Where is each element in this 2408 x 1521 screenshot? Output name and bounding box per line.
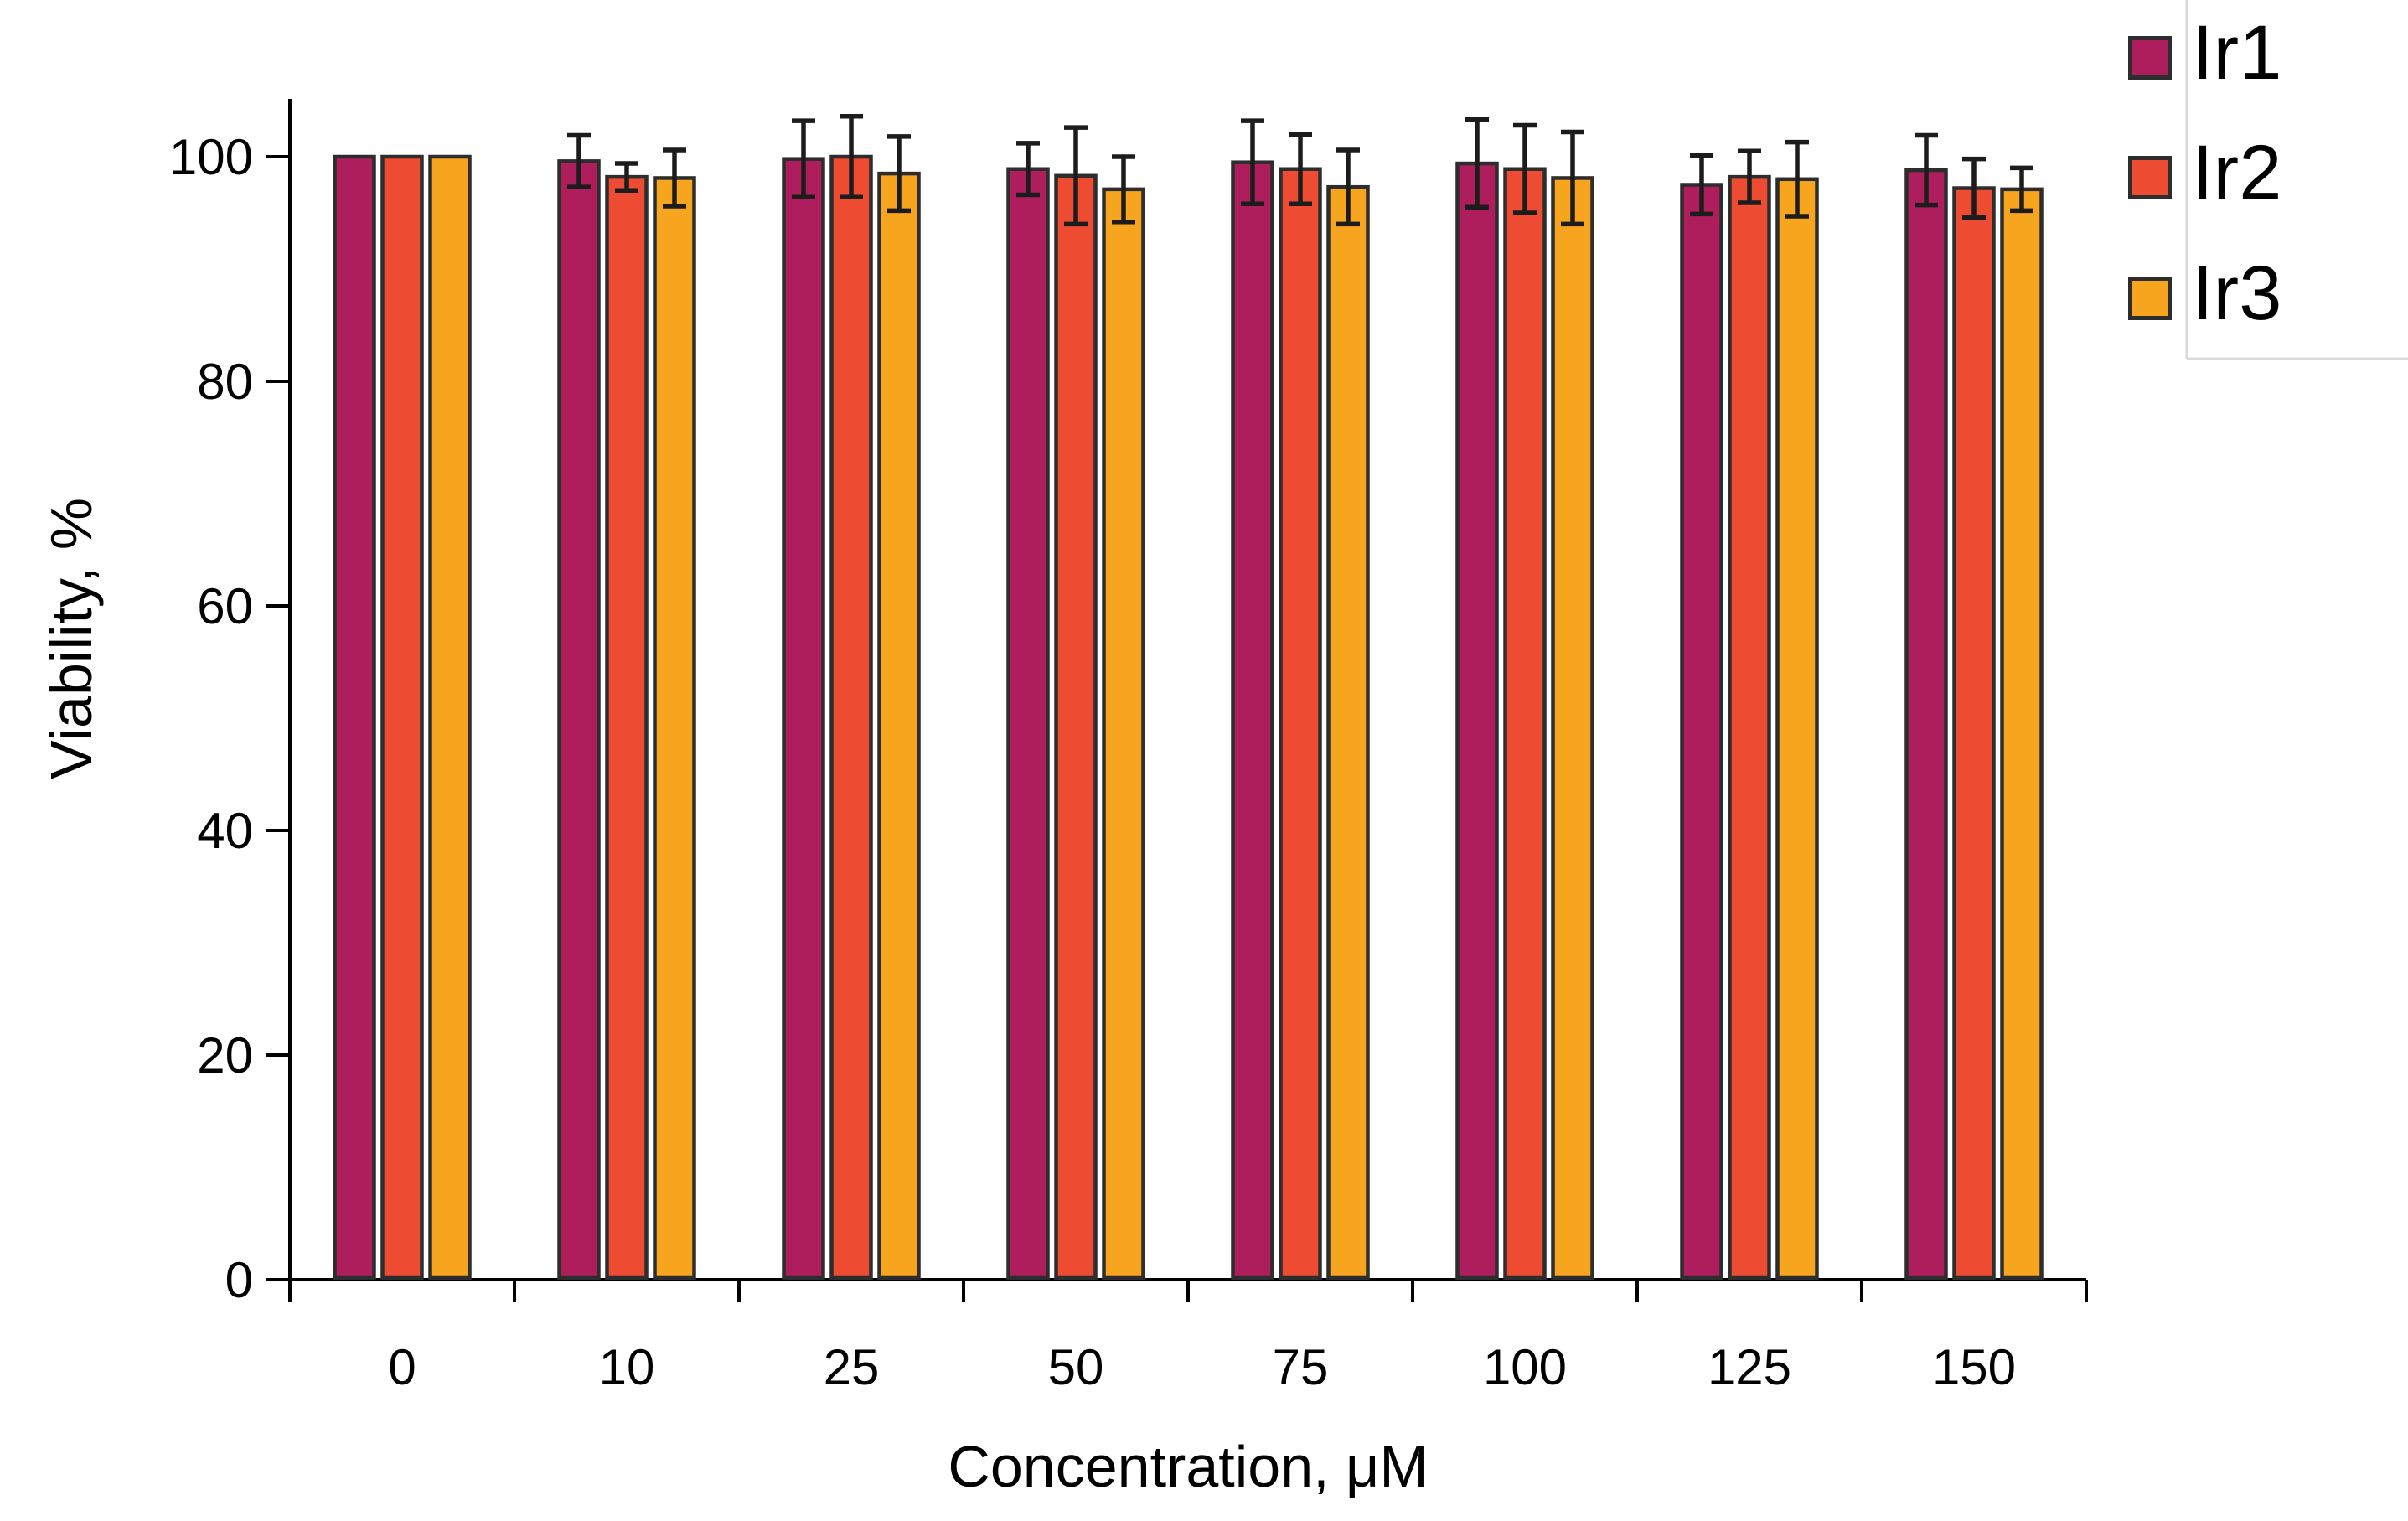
- y-axis-title: Viability, %: [39, 498, 104, 779]
- bar-Ir3: [2000, 187, 2044, 1280]
- legend-swatch-ir3: [2128, 277, 2172, 320]
- bar-Ir1: [333, 154, 376, 1280]
- legend-item-label: Ir1: [2192, 10, 2282, 96]
- bar-Ir2: [1279, 167, 1322, 1280]
- bar-Ir2: [1728, 174, 1771, 1280]
- legend-item-label: Ir2: [2192, 130, 2282, 215]
- bar-Ir1: [782, 157, 825, 1280]
- x-tick-label: 125: [1708, 1339, 1791, 1395]
- bar-Ir3: [1775, 177, 1819, 1280]
- x-tick-label: 25: [824, 1339, 880, 1395]
- bar-Ir1: [1455, 161, 1499, 1280]
- x-tick-label: 75: [1273, 1339, 1329, 1395]
- x-axis-title: Concentration, μM: [948, 1434, 1429, 1499]
- legend-item-label: Ir3: [2192, 251, 2282, 336]
- legend-item: Ir2: [2128, 134, 2281, 211]
- bar-Ir3: [428, 154, 472, 1280]
- bar-Ir2: [1503, 167, 1547, 1280]
- bar-Ir2: [1054, 173, 1098, 1280]
- legend-swatch-ir1: [2128, 36, 2172, 80]
- bar-Ir2: [829, 154, 873, 1280]
- bar-Ir1: [1680, 183, 1723, 1280]
- bar-Ir3: [1102, 187, 1145, 1280]
- bar-Ir1: [557, 159, 601, 1280]
- bar-Ir2: [1952, 186, 1996, 1280]
- bar-Ir3: [1551, 176, 1594, 1280]
- legend-item: Ir1: [2128, 14, 2281, 91]
- bar-Ir2: [605, 174, 649, 1280]
- y-tick-label: 100: [169, 129, 253, 185]
- legend-swatch-ir2: [2128, 156, 2172, 199]
- y-tick-label: 0: [225, 1252, 253, 1308]
- bar-Ir1: [1231, 160, 1274, 1280]
- y-tick-label: 20: [197, 1027, 253, 1084]
- bar-Ir1: [1904, 168, 1948, 1280]
- x-tick-label: 100: [1483, 1339, 1567, 1395]
- y-tick-label: 60: [197, 578, 253, 634]
- x-tick-label: 150: [1932, 1339, 2016, 1395]
- bar-Ir2: [380, 154, 424, 1280]
- x-tick-label: 0: [388, 1339, 416, 1395]
- bar-Ir3: [877, 171, 921, 1280]
- x-tick-label: 10: [599, 1339, 655, 1395]
- bar-Ir3: [653, 176, 696, 1280]
- x-tick-label: 50: [1048, 1339, 1104, 1395]
- y-tick-label: 40: [197, 803, 253, 859]
- bar-Ir1: [1006, 167, 1050, 1280]
- legend-item: Ir3: [2128, 255, 2281, 332]
- bar-Ir3: [1326, 184, 1370, 1280]
- y-tick-label: 80: [197, 354, 253, 410]
